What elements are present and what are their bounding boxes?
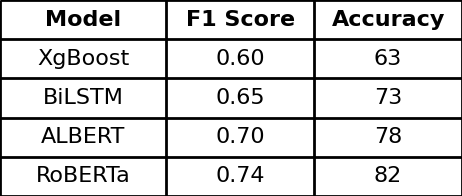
Text: Model: Model [45,10,121,30]
Text: 0.60: 0.60 [215,49,265,69]
Text: RoBERTa: RoBERTa [36,166,131,186]
Text: 82: 82 [374,166,402,186]
Text: 0.65: 0.65 [215,88,265,108]
Text: 0.70: 0.70 [215,127,265,147]
Text: BiLSTM: BiLSTM [43,88,124,108]
Text: ALBERT: ALBERT [41,127,125,147]
Text: 78: 78 [374,127,402,147]
Text: 63: 63 [374,49,402,69]
Text: F1 Score: F1 Score [186,10,295,30]
Text: 73: 73 [374,88,402,108]
Text: XgBoost: XgBoost [37,49,129,69]
Text: Accuracy: Accuracy [331,10,445,30]
Text: 0.74: 0.74 [215,166,265,186]
